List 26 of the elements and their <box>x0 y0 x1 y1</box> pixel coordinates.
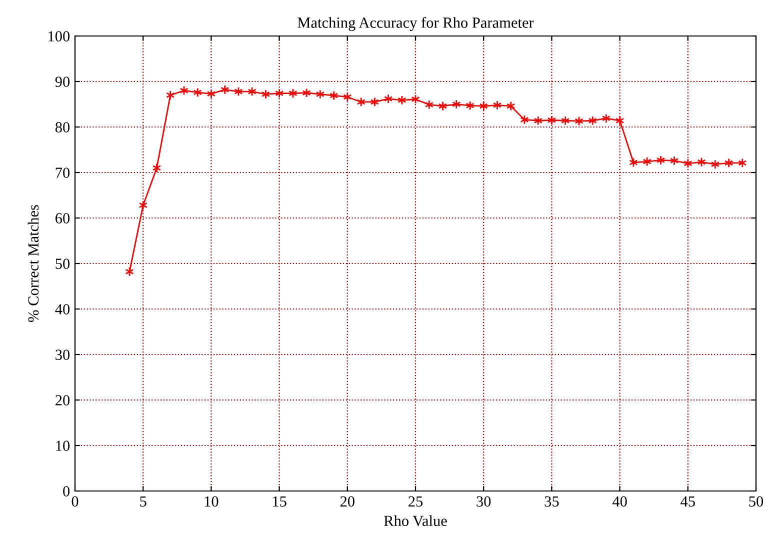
x-tick-label: 40 <box>612 496 627 507</box>
y-tick-label: 0 <box>63 486 70 496</box>
y-axis-title: % Correct Matches <box>28 205 39 322</box>
chart-title: Matching Accuracy for Rho Parameter <box>298 16 534 31</box>
x-tick-label: 50 <box>749 496 764 507</box>
y-tick-label: 40 <box>55 304 70 314</box>
x-tick-label: 35 <box>544 496 559 507</box>
x-tick-label: 25 <box>408 496 423 507</box>
x-axis-title: Rho Value <box>384 515 447 526</box>
x-tick-label: 15 <box>273 496 286 507</box>
y-tick-label: 50 <box>56 258 70 269</box>
y-tick-label: 80 <box>55 122 70 132</box>
y-tick-label: 10 <box>56 440 70 451</box>
x-tick-label: 30 <box>476 496 491 507</box>
y-tick-label: 70 <box>56 168 70 178</box>
y-tick-label: 100 <box>48 31 70 42</box>
y-tick-label: 30 <box>56 350 70 360</box>
y-tick-label: 60 <box>56 213 70 224</box>
y-tick-label: 20 <box>56 395 70 406</box>
x-tick-label: 10 <box>204 496 218 507</box>
point <box>710 159 720 170</box>
x-tick-label: 45 <box>680 496 695 507</box>
x-tick-label: 5 <box>140 496 146 507</box>
y-tick-label: 90 <box>55 76 70 87</box>
x-tick-label: 0 <box>72 496 78 507</box>
x-tick-label: 20 <box>340 496 354 507</box>
